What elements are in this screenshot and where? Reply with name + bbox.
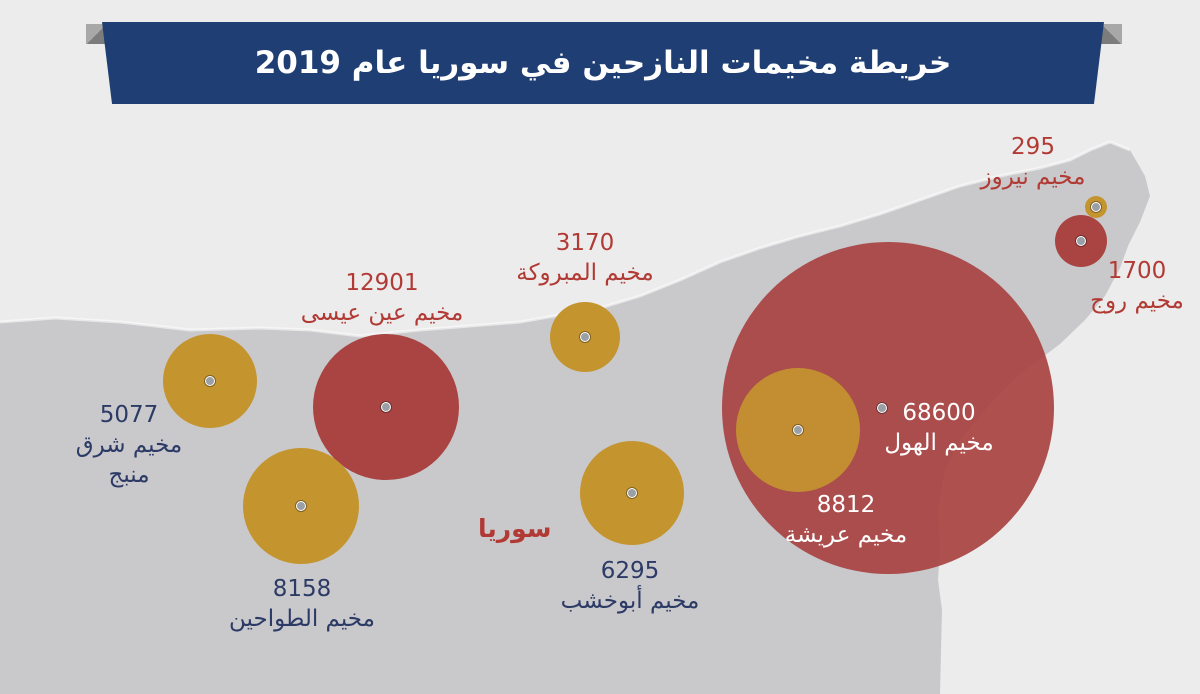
- camp-name: مخيم المبروكة: [516, 260, 654, 286]
- camp-name: مخيم روج: [1090, 288, 1184, 314]
- camp-population: 3170: [555, 230, 615, 256]
- camp-population: 8158: [272, 576, 332, 602]
- camp-dot-abu-khashab: [627, 488, 637, 498]
- camp-label-hol: 68600 مخيم الهول: [864, 398, 1014, 458]
- camp-dot-arisha: [793, 425, 803, 435]
- camp-label-sharq-manbij: 5077 مخيم شرق منبج: [70, 400, 188, 490]
- camp-dot-tawahin: [296, 501, 306, 511]
- camp-population: 12901: [345, 270, 419, 296]
- camp-population: 68600: [902, 400, 976, 426]
- camp-name: مخيم عين عيسى: [300, 300, 464, 326]
- country-label: سوريا: [478, 514, 552, 543]
- camp-population: 5077: [99, 402, 159, 428]
- land-shadow-edge: [0, 140, 1131, 338]
- camp-name: مخيم عريشة: [784, 522, 908, 548]
- ribbon-fold-left: [86, 24, 108, 44]
- camp-name: مخيم الطواحين: [229, 606, 375, 632]
- camp-label-abu-khashab: 6295 مخيم أبوخشب: [538, 556, 722, 616]
- camp-dot-nawruz: [1091, 202, 1101, 212]
- camp-dot-roj: [1076, 236, 1086, 246]
- title-banner: خريطة مخيمات النازحين في سوريا عام 2019: [102, 22, 1104, 104]
- camp-name: مخيم نيروز: [980, 164, 1086, 190]
- camp-dot-sharq-manbij: [205, 376, 215, 386]
- camp-population: 1700: [1107, 258, 1167, 284]
- camp-name: مخيم الهول: [884, 430, 994, 456]
- camp-name: مخيم شرق منبج: [75, 432, 183, 488]
- ribbon-fold-right: [1100, 24, 1122, 44]
- camp-label-nawruz: 295 مخيم نيروز: [968, 132, 1098, 192]
- camp-label-ain-issa: 12901 مخيم عين عيسى: [282, 268, 482, 328]
- camp-population: 6295: [600, 558, 660, 584]
- camp-label-mabrouka: 3170 مخيم المبروكة: [500, 228, 670, 288]
- camp-dot-ain-issa: [381, 402, 391, 412]
- camp-label-roj: 1700 مخيم روج: [1078, 256, 1196, 316]
- camp-label-tawahin: 8158 مخيم الطواحين: [212, 574, 392, 634]
- camp-label-arisha: 8812 مخيم عريشة: [766, 490, 926, 550]
- page-title: خريطة مخيمات النازحين في سوريا عام 2019: [254, 45, 952, 81]
- camp-population: 8812: [816, 492, 876, 518]
- camp-name: مخيم أبوخشب: [560, 588, 700, 614]
- camp-dot-mabrouka: [580, 332, 590, 342]
- camp-population: 295: [1011, 134, 1055, 160]
- camp-dot-hol: [877, 403, 887, 413]
